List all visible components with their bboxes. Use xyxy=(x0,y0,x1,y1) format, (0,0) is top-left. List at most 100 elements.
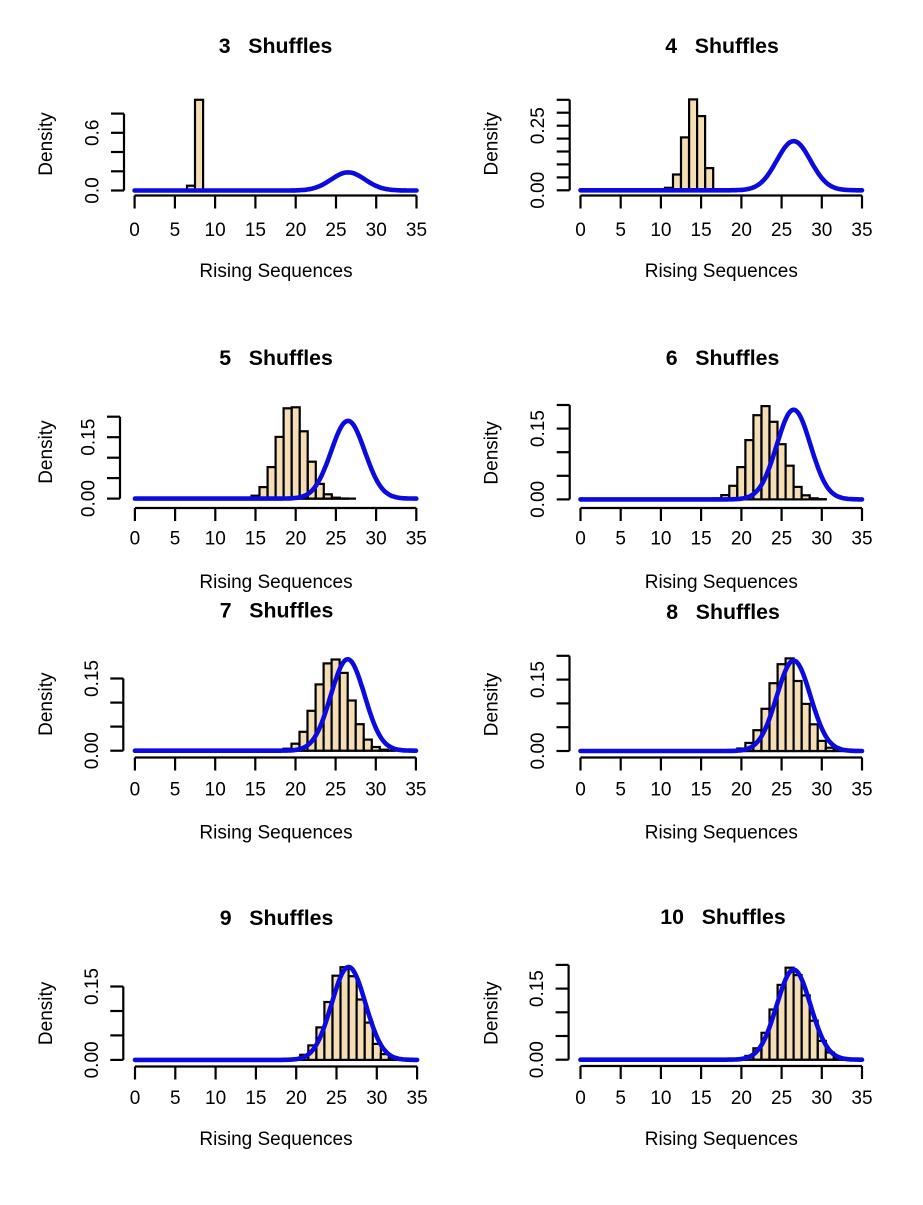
svg-text:25: 25 xyxy=(771,220,792,241)
svg-text:25: 25 xyxy=(325,779,346,800)
svg-text:Density: Density xyxy=(482,421,503,485)
svg-text:7 Shuffles: 7 Shuffles xyxy=(220,599,334,623)
svg-text:Density: Density xyxy=(482,112,503,176)
svg-text:15: 15 xyxy=(245,1088,266,1109)
svg-text:35: 35 xyxy=(851,779,872,800)
svg-text:35: 35 xyxy=(407,1088,428,1109)
svg-text:0: 0 xyxy=(575,1088,586,1109)
svg-text:10: 10 xyxy=(205,779,226,800)
svg-text:Density: Density xyxy=(36,112,57,176)
svg-text:5 Shuffles: 5 Shuffles xyxy=(219,346,333,370)
svg-text:30: 30 xyxy=(366,220,387,241)
svg-text:Rising Sequences: Rising Sequences xyxy=(645,572,798,593)
svg-text:0.15: 0.15 xyxy=(528,661,549,698)
svg-text:20: 20 xyxy=(731,779,752,800)
svg-text:Density: Density xyxy=(36,672,57,736)
svg-text:5: 5 xyxy=(170,529,181,550)
svg-text:0: 0 xyxy=(575,779,586,800)
svg-text:10: 10 xyxy=(205,1088,226,1109)
svg-text:0.15: 0.15 xyxy=(528,410,549,447)
svg-text:5: 5 xyxy=(615,220,626,241)
svg-text:Rising Sequences: Rising Sequences xyxy=(645,261,798,282)
svg-text:6 Shuffles: 6 Shuffles xyxy=(666,346,780,370)
svg-text:10: 10 xyxy=(650,220,671,241)
svg-text:30: 30 xyxy=(365,779,386,800)
svg-text:20: 20 xyxy=(286,1088,307,1109)
svg-text:5: 5 xyxy=(615,779,626,800)
svg-text:10: 10 xyxy=(205,220,226,241)
svg-text:Rising Sequences: Rising Sequences xyxy=(645,823,798,844)
svg-text:20: 20 xyxy=(285,220,306,241)
svg-text:0.15: 0.15 xyxy=(527,970,548,1007)
svg-text:8 Shuffles: 8 Shuffles xyxy=(666,600,780,624)
svg-text:35: 35 xyxy=(851,220,872,241)
svg-text:25: 25 xyxy=(325,220,346,241)
svg-text:15: 15 xyxy=(691,529,712,550)
svg-text:10: 10 xyxy=(650,779,671,800)
svg-text:Rising Sequences: Rising Sequences xyxy=(199,261,352,282)
svg-text:0.0: 0.0 xyxy=(83,177,104,203)
svg-text:25: 25 xyxy=(771,529,792,550)
svg-text:4 Shuffles: 4 Shuffles xyxy=(665,34,779,58)
svg-text:10: 10 xyxy=(650,529,671,550)
svg-text:0: 0 xyxy=(130,779,141,800)
svg-text:30: 30 xyxy=(811,220,832,241)
svg-text:0.00: 0.00 xyxy=(79,480,100,517)
svg-text:0.00: 0.00 xyxy=(527,1041,548,1078)
svg-text:0.00: 0.00 xyxy=(528,481,549,518)
svg-text:30: 30 xyxy=(366,1088,387,1109)
svg-text:Rising Sequences: Rising Sequences xyxy=(645,1129,798,1150)
svg-text:20: 20 xyxy=(731,529,752,550)
svg-text:5: 5 xyxy=(170,1088,181,1109)
svg-text:Rising Sequences: Rising Sequences xyxy=(199,823,352,844)
svg-text:15: 15 xyxy=(691,220,712,241)
svg-text:0: 0 xyxy=(129,220,140,241)
svg-text:25: 25 xyxy=(326,1088,347,1109)
svg-text:30: 30 xyxy=(811,529,832,550)
svg-text:0.15: 0.15 xyxy=(79,419,100,456)
svg-text:Density: Density xyxy=(482,672,503,736)
svg-text:15: 15 xyxy=(245,529,266,550)
svg-text:20: 20 xyxy=(285,529,306,550)
svg-text:0: 0 xyxy=(575,220,586,241)
svg-text:Rising Sequences: Rising Sequences xyxy=(199,572,352,593)
svg-text:5: 5 xyxy=(170,779,181,800)
svg-text:20: 20 xyxy=(731,220,752,241)
svg-text:0: 0 xyxy=(575,529,586,550)
svg-text:15: 15 xyxy=(691,779,712,800)
svg-text:10: 10 xyxy=(650,1088,671,1109)
svg-text:Density: Density xyxy=(482,981,503,1045)
svg-text:35: 35 xyxy=(851,1088,872,1109)
svg-text:10: 10 xyxy=(205,529,226,550)
svg-text:30: 30 xyxy=(366,529,387,550)
svg-text:35: 35 xyxy=(406,220,427,241)
svg-text:0.00: 0.00 xyxy=(528,172,549,209)
svg-text:25: 25 xyxy=(771,779,792,800)
svg-text:0.25: 0.25 xyxy=(528,107,549,144)
svg-text:5: 5 xyxy=(615,529,626,550)
svg-text:20: 20 xyxy=(285,779,306,800)
svg-text:0: 0 xyxy=(130,529,141,550)
svg-text:15: 15 xyxy=(691,1088,712,1109)
svg-text:10 Shuffles: 10 Shuffles xyxy=(660,905,785,929)
svg-text:25: 25 xyxy=(325,529,346,550)
svg-text:15: 15 xyxy=(245,779,266,800)
svg-text:5: 5 xyxy=(170,220,181,241)
svg-text:20: 20 xyxy=(731,1088,752,1109)
svg-text:3 Shuffles: 3 Shuffles xyxy=(219,34,333,58)
svg-text:0.00: 0.00 xyxy=(528,733,549,770)
svg-text:0: 0 xyxy=(130,1088,141,1109)
svg-text:0.15: 0.15 xyxy=(82,968,103,1005)
svg-text:0.00: 0.00 xyxy=(82,1041,103,1078)
svg-text:Density: Density xyxy=(36,981,57,1045)
svg-text:30: 30 xyxy=(811,1088,832,1109)
svg-text:35: 35 xyxy=(405,779,426,800)
svg-text:0.6: 0.6 xyxy=(83,120,104,146)
svg-text:15: 15 xyxy=(245,220,266,241)
svg-text:Rising Sequences: Rising Sequences xyxy=(199,1129,352,1150)
svg-text:9 Shuffles: 9 Shuffles xyxy=(220,906,334,930)
svg-text:35: 35 xyxy=(851,529,872,550)
svg-text:30: 30 xyxy=(811,779,832,800)
svg-text:0.00: 0.00 xyxy=(82,732,103,769)
svg-text:0.15: 0.15 xyxy=(82,660,103,697)
